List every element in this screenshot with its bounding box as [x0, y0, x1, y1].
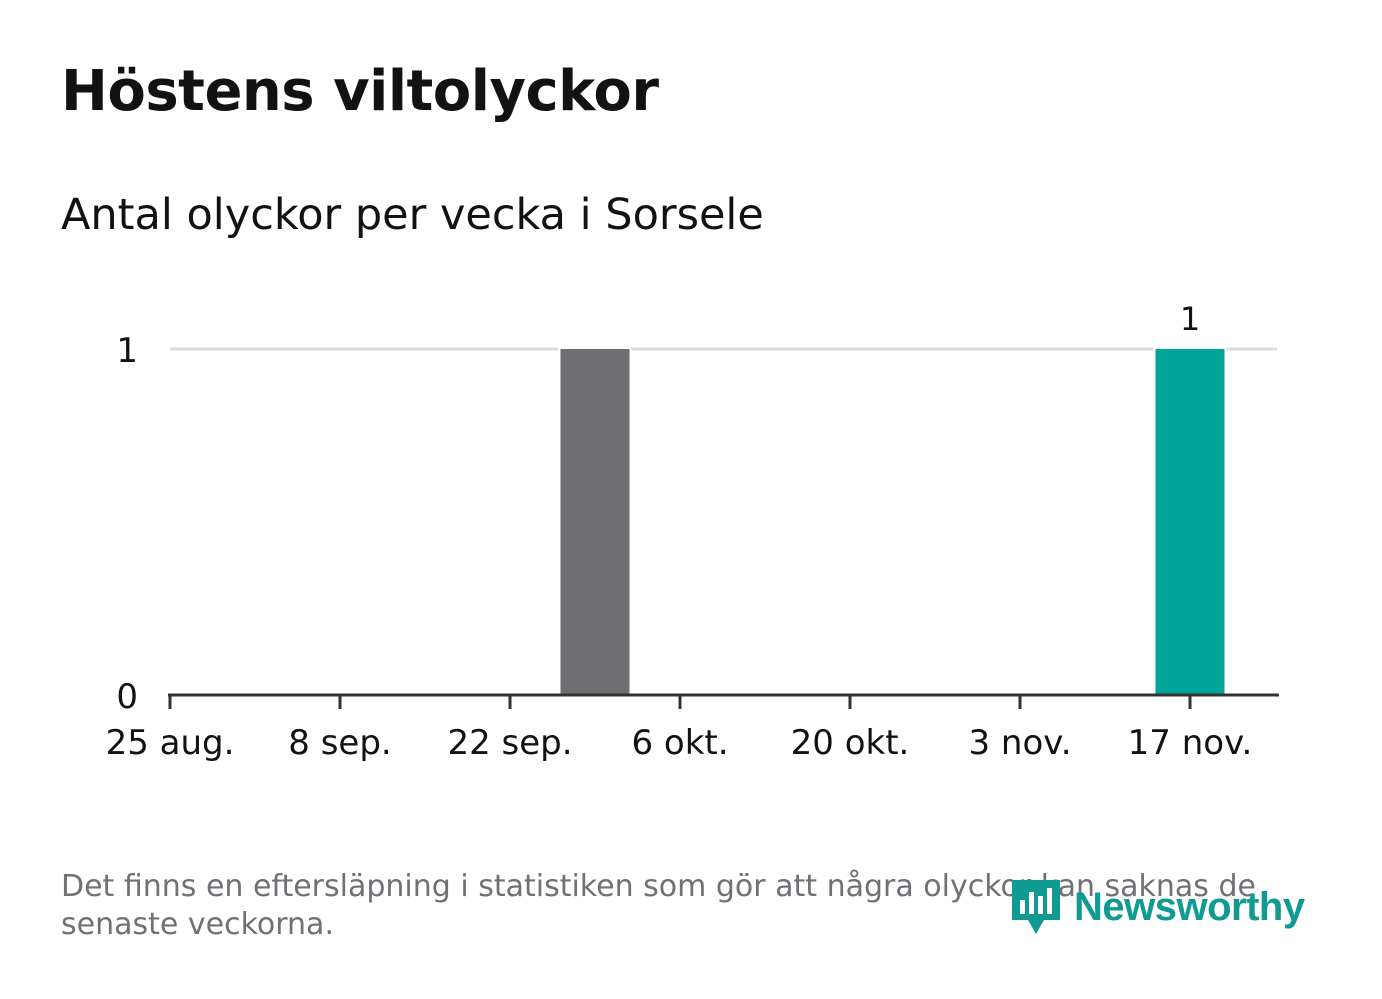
- data-label: 1: [1180, 300, 1200, 338]
- y-tick-label: 1: [116, 331, 138, 371]
- bar-chart: 0 1 1 25 aug. 8 sep. 22 sep. 6 okt. 20 okt. 3 no…: [106, 300, 1279, 763]
- x-axis: [168, 693, 1279, 709]
- x-tick-label: 3 nov.: [968, 723, 1071, 763]
- chart-title: Höstens viltolyckor: [61, 59, 659, 124]
- newsworthy-logo-icon: [1012, 880, 1060, 934]
- x-tick-label: 6 okt.: [631, 723, 728, 763]
- brand-logo[interactable]: Newsworthy: [1010, 876, 1305, 938]
- x-tick-label: 22 sep.: [447, 723, 572, 763]
- bar: [1155, 349, 1225, 695]
- bar: [560, 349, 630, 695]
- x-tick-label: 20 okt.: [791, 723, 910, 763]
- chart-subtitle: Antal olyckor per vecka i Sorsele: [61, 190, 764, 240]
- brand-name: Newsworthy: [1074, 884, 1305, 929]
- y-tick-label: 0: [116, 677, 138, 717]
- bars: [558, 347, 1227, 695]
- axis-labels: 0 1 1 25 aug. 8 sep. 22 sep. 6 okt. 20 okt. 3 no…: [106, 300, 1253, 763]
- x-tick-label: 8 sep.: [288, 723, 391, 763]
- x-tick-label: 17 nov.: [1128, 723, 1253, 763]
- x-tick-label: 25 aug.: [106, 723, 235, 763]
